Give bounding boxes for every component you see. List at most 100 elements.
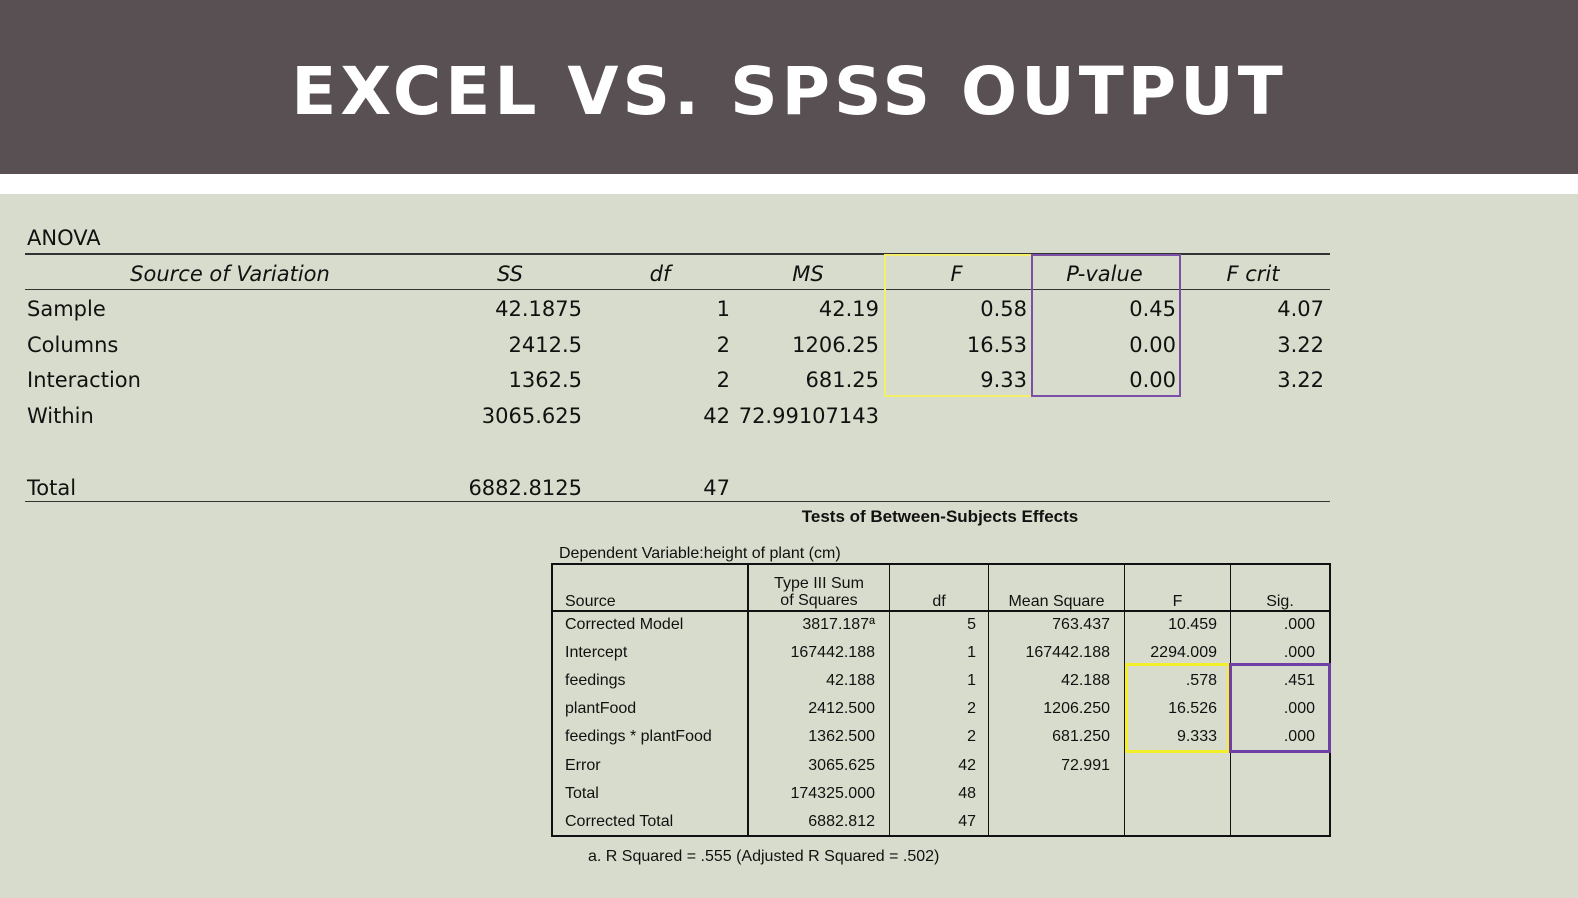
spss-cell: .000 bbox=[1283, 644, 1315, 662]
spss-header-ss: Type III Sum of Squares bbox=[749, 575, 889, 609]
excel-cell: 16.53 bbox=[966, 333, 1027, 357]
spss-col-divider bbox=[747, 565, 749, 835]
spss-cell: .000 bbox=[1283, 728, 1315, 746]
excel-row-label bbox=[27, 437, 425, 467]
excel-cell bbox=[884, 473, 1027, 503]
spss-row-label: Error bbox=[565, 756, 601, 774]
spss-row-label: Intercept bbox=[565, 644, 628, 662]
excel-cell: 0.00 bbox=[1129, 333, 1176, 357]
spss-cell: 16.526 bbox=[1168, 700, 1217, 718]
spss-cell bbox=[1231, 808, 1315, 836]
spss-row-label: feedings bbox=[565, 672, 626, 690]
excel-cell bbox=[1031, 437, 1176, 467]
excel-f-highlight bbox=[884, 254, 1033, 397]
spss-cell: 47 bbox=[958, 812, 976, 830]
excel-cell: 47 bbox=[703, 476, 730, 500]
excel-cell bbox=[884, 401, 1027, 431]
excel-cell bbox=[735, 473, 879, 503]
excel-header-f: F bbox=[950, 262, 963, 286]
spss-footnote: a. R Squared = .555 (Adjusted R Squared … bbox=[588, 848, 940, 865]
spss-col-divider bbox=[988, 565, 989, 835]
spss-effects-table: Source Type III Sum of Squares df Mean S… bbox=[551, 563, 1331, 837]
spss-cell bbox=[1231, 780, 1315, 808]
spss-cell: 3817.187ª bbox=[802, 616, 875, 633]
spss-cell: 1 bbox=[967, 644, 976, 662]
spss-cell: 763.437 bbox=[1052, 616, 1110, 633]
excel-cell: 1 bbox=[716, 297, 730, 321]
spss-cell: 48 bbox=[958, 784, 976, 802]
spss-cell: 42.188 bbox=[1061, 672, 1110, 690]
spss-cell: .000 bbox=[1283, 616, 1315, 633]
excel-header-df: df bbox=[649, 262, 671, 286]
excel-row-label: Within bbox=[27, 404, 94, 428]
excel-cell bbox=[1031, 473, 1176, 503]
spss-f-highlight bbox=[1125, 663, 1230, 753]
spss-row-label: Total bbox=[565, 784, 599, 802]
spss-cell bbox=[1125, 780, 1217, 808]
spss-cell: 3065.625 bbox=[808, 756, 875, 774]
excel-pvalue-highlight bbox=[1031, 254, 1181, 397]
spss-cell: .000 bbox=[1283, 700, 1315, 718]
spss-cell: 167442.188 bbox=[1025, 644, 1110, 662]
spss-cell: 10.459 bbox=[1168, 616, 1217, 633]
spss-row-label: feedings * plantFood bbox=[565, 728, 712, 746]
spss-cell bbox=[1125, 752, 1217, 780]
spss-cell: 1362.500 bbox=[808, 728, 875, 746]
excel-cell: 2 bbox=[716, 368, 730, 392]
spss-header-rule bbox=[553, 610, 1329, 612]
spss-cell: 1 bbox=[967, 672, 976, 690]
excel-cell: 42.19 bbox=[818, 297, 879, 321]
excel-cell bbox=[1180, 473, 1324, 503]
excel-cell: 1206.25 bbox=[792, 333, 879, 357]
spss-table-title: Tests of Between-Subjects Effects bbox=[801, 507, 1079, 526]
spss-cell: 167442.188 bbox=[790, 644, 875, 662]
excel-cell: 42.1875 bbox=[495, 297, 582, 321]
excel-row-label: Total bbox=[27, 476, 77, 500]
excel-cell: 72.99107143 bbox=[738, 404, 879, 428]
excel-cell: 9.33 bbox=[980, 368, 1027, 392]
spss-cell bbox=[989, 808, 1110, 836]
excel-cell bbox=[735, 437, 879, 467]
excel-row-label: Interaction bbox=[27, 368, 141, 392]
spss-header-sig: Sig. bbox=[1266, 593, 1294, 610]
spss-cell: 681.250 bbox=[1052, 728, 1110, 746]
spss-cell bbox=[989, 780, 1110, 808]
spss-cell: 2 bbox=[967, 700, 976, 718]
slide-header: EXCEL VS. SPSS OUTPUT bbox=[0, 0, 1578, 174]
excel-header-ms: MS bbox=[792, 262, 824, 286]
spss-cell: 2294.009 bbox=[1150, 644, 1217, 662]
spss-header-ss-line2: of Squares bbox=[780, 592, 858, 609]
excel-header-source: Source of Variation bbox=[130, 262, 330, 286]
spss-row-label: Corrected Total bbox=[565, 812, 674, 830]
excel-anova-title: ANOVA bbox=[27, 226, 101, 250]
spss-col-divider bbox=[889, 565, 890, 835]
spss-cell: 6882.812 bbox=[808, 812, 875, 830]
spss-cell: .451 bbox=[1283, 672, 1315, 690]
spss-cell bbox=[1231, 752, 1315, 780]
slide-title: EXCEL VS. SPSS OUTPUT bbox=[291, 53, 1287, 130]
excel-cell: 681.25 bbox=[805, 368, 879, 392]
spss-cell: 42.188 bbox=[826, 672, 875, 690]
excel-cell bbox=[1031, 401, 1176, 431]
excel-cell: 3065.625 bbox=[481, 404, 582, 428]
excel-cell bbox=[1180, 437, 1324, 467]
excel-cell: 6882.8125 bbox=[468, 476, 582, 500]
excel-cell bbox=[1180, 401, 1324, 431]
spss-cell: 2412.500 bbox=[808, 700, 875, 718]
excel-cell bbox=[884, 437, 1027, 467]
spss-cell: 42 bbox=[958, 756, 976, 774]
excel-row-label: Columns bbox=[27, 333, 119, 357]
excel-cell: 3.22 bbox=[1277, 368, 1324, 392]
spss-header-ms: Mean Square bbox=[1008, 593, 1105, 610]
excel-cell bbox=[600, 437, 730, 467]
excel-header-pvalue: P-value bbox=[1066, 262, 1143, 286]
spss-dependent-variable: Dependent Variable:height of plant (cm) bbox=[559, 545, 841, 562]
excel-top-rule bbox=[25, 253, 1330, 255]
excel-cell: 1362.5 bbox=[508, 368, 582, 392]
spss-header-df: df bbox=[932, 593, 946, 610]
spss-cell: 174325.000 bbox=[790, 784, 875, 802]
excel-header-fcrit: F crit bbox=[1226, 262, 1280, 286]
excel-row-label: Sample bbox=[27, 297, 106, 321]
spss-cell: 2 bbox=[967, 728, 976, 746]
spss-row-label: Corrected Model bbox=[565, 616, 684, 633]
